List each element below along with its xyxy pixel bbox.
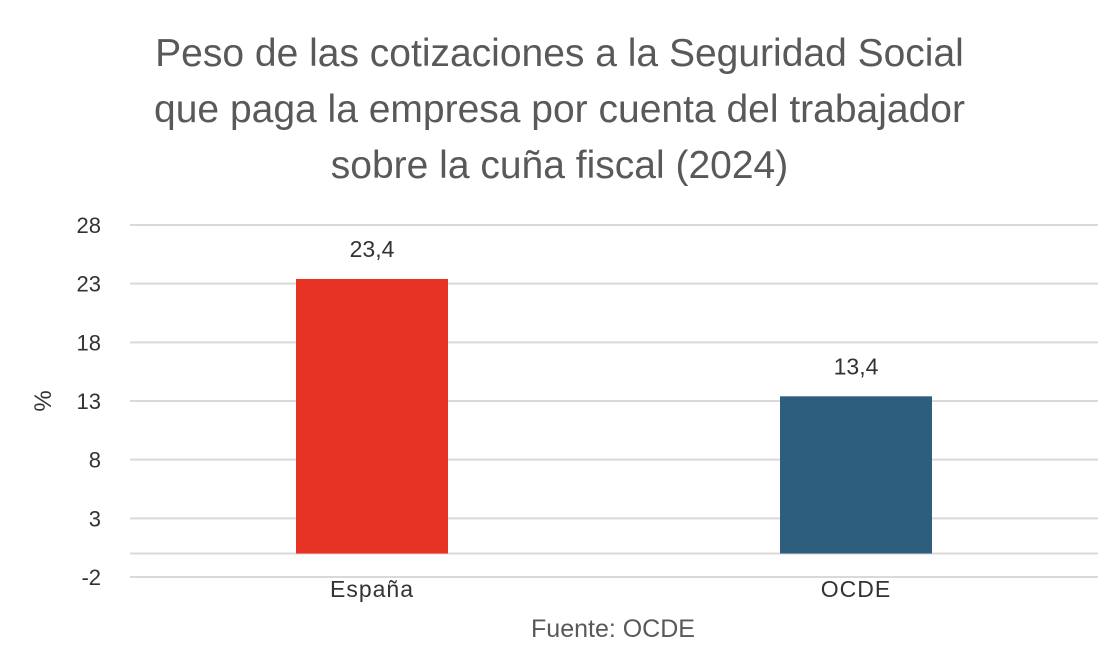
y-tick-label: -2 xyxy=(81,565,101,590)
y-tick-label: 13 xyxy=(77,389,101,414)
y-tick-label: 23 xyxy=(77,272,101,297)
bar-ocde xyxy=(780,396,932,554)
y-axis-ticks: 28 23 18 13 8 3 -2 xyxy=(77,213,101,590)
data-labels: 23,4 13,4 xyxy=(350,236,879,379)
y-tick-label: 3 xyxy=(89,506,101,531)
bars xyxy=(296,278,932,554)
y-tick-label: 28 xyxy=(77,213,101,238)
chart-title: Peso de las cotizaciones a la Seguridad … xyxy=(0,26,1119,194)
x-category-label: OCDE xyxy=(821,576,891,602)
x-axis-categories: España OCDE xyxy=(330,576,891,602)
x-category-label: España xyxy=(330,576,414,602)
y-axis-title: % xyxy=(30,390,57,411)
chart-title-line-3: sobre la cuña fiscal (2024) xyxy=(330,144,789,187)
data-label: 23,4 xyxy=(350,236,395,262)
data-label: 13,4 xyxy=(834,353,879,379)
y-tick-label: 18 xyxy=(77,330,101,355)
bar-espana xyxy=(296,278,448,554)
source-note: Fuente: OCDE xyxy=(531,615,695,643)
chart-title-line-2: que paga la empresa por cuenta del traba… xyxy=(154,88,965,131)
chart-title-line-1: Peso de las cotizaciones a la Seguridad … xyxy=(155,32,964,75)
gridlines xyxy=(130,224,1098,578)
y-tick-label: 8 xyxy=(89,448,101,473)
